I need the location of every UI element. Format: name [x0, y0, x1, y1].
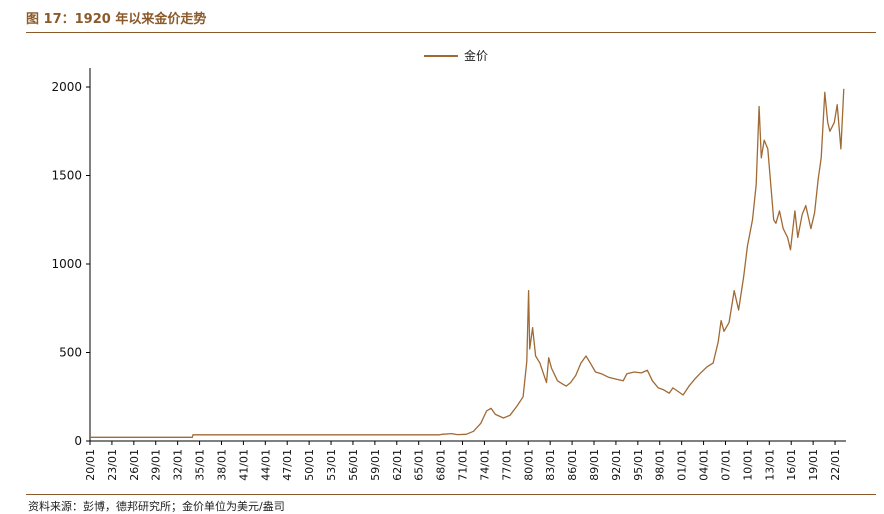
x-tick-label: 26/01 [128, 449, 141, 481]
x-tick-label: 98/01 [654, 449, 667, 481]
y-tick-label: 1500 [51, 169, 82, 183]
x-tick-label: 65/01 [413, 449, 426, 481]
chart-title: 图 17：1920 年以来金价走势 [26, 12, 207, 27]
x-tick-label: 62/01 [391, 449, 404, 481]
x-tick-label: 10/01 [741, 449, 754, 481]
source-note: 资料来源：彭博，德邦研究所；金价单位为美元/盎司 [28, 500, 285, 513]
y-tick-label: 1000 [51, 257, 82, 271]
x-tick-label: 86/01 [566, 449, 579, 481]
x-ticks: 20/01 23/01 26/01 29/01 32/01 35/01 38/01 41/01… [84, 441, 842, 481]
x-tick-label: 59/01 [369, 449, 382, 481]
x-tick-label: 50/01 [303, 449, 316, 481]
legend-label: 金价 [464, 49, 489, 63]
source-divider [26, 494, 876, 495]
title-divider [26, 32, 876, 33]
x-tick-label: 29/01 [150, 449, 163, 481]
x-tick-label: 13/01 [763, 449, 776, 481]
x-tick-label: 23/01 [106, 449, 119, 481]
x-tick-label: 01/01 [676, 449, 689, 481]
x-tick-label: 16/01 [785, 449, 798, 481]
x-tick-label: 77/01 [500, 449, 513, 481]
x-tick-label: 71/01 [457, 449, 470, 481]
x-tick-label: 92/01 [610, 449, 623, 481]
x-tick-label: 80/01 [522, 449, 535, 481]
x-tick-label: 19/01 [807, 449, 820, 481]
x-tick-label: 89/01 [588, 449, 601, 481]
series-line-gold-price [90, 88, 845, 438]
x-tick-label: 83/01 [544, 449, 557, 481]
legend: 金价 [424, 47, 488, 64]
y-tick-label: 2000 [51, 80, 82, 94]
x-tick-label: 22/01 [829, 449, 842, 481]
x-tick-label: 56/01 [347, 449, 360, 481]
x-tick-label: 47/01 [281, 449, 294, 481]
x-tick-label: 38/01 [215, 449, 228, 481]
y-ticks: 0 500 1000 1500 2000 [51, 80, 90, 448]
x-tick-label: 68/01 [435, 449, 448, 481]
legend-swatch [424, 54, 458, 57]
y-tick-label: 500 [59, 346, 82, 360]
x-tick-label: 41/01 [237, 449, 250, 481]
x-tick-label: 95/01 [632, 449, 645, 481]
y-tick-label: 0 [74, 434, 82, 448]
x-tick-label: 32/01 [172, 449, 185, 481]
x-tick-label: 53/01 [325, 449, 338, 481]
x-tick-label: 04/01 [698, 449, 711, 481]
x-tick-label: 07/01 [719, 449, 732, 481]
x-tick-label: 20/01 [84, 449, 97, 481]
x-tick-label: 44/01 [259, 449, 272, 481]
x-tick-label: 74/01 [478, 449, 491, 481]
x-tick-label: 35/01 [194, 449, 207, 481]
